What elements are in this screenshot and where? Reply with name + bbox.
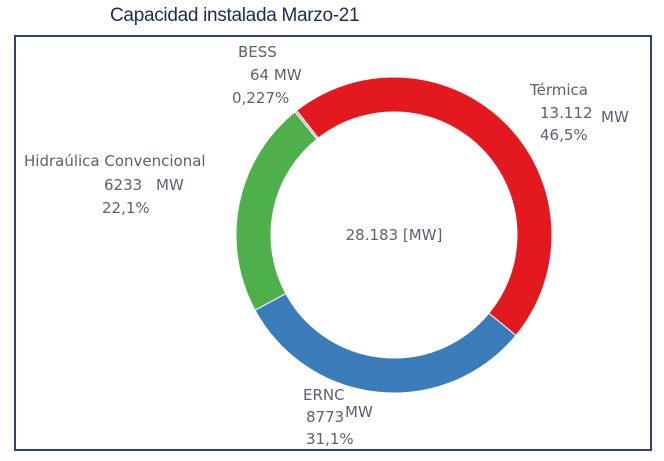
- slice-bess: [294, 109, 319, 140]
- chart-frame: [14, 35, 652, 451]
- center-total-label: 28.183 [MW]: [346, 226, 443, 244]
- slice-t-rmica: [296, 76, 553, 337]
- label-hidraulica-unit: MW: [156, 176, 184, 194]
- slice-hidra-lica-convencional: [235, 111, 318, 311]
- label-bess-value-unit: 64 MW: [250, 66, 302, 84]
- label-termica-value: 13.112: [540, 104, 593, 122]
- label-ernc-percent: 31,1%: [306, 430, 354, 448]
- label-ernc-unit: MW: [345, 403, 373, 421]
- slice-ernc: [254, 292, 517, 394]
- label-termica-unit: MW: [601, 108, 629, 126]
- label-ernc-name: ERNC: [303, 386, 345, 404]
- label-bess-name: BESS: [238, 43, 277, 61]
- label-hidraulica-value: 6233: [104, 176, 142, 194]
- label-hidraulica-name: Hidraúlica Convencional: [24, 152, 206, 170]
- donut-slices: [235, 76, 553, 394]
- label-ernc-value: 8773: [306, 408, 344, 426]
- label-termica-percent: 46,5%: [540, 126, 588, 144]
- chart-title: Capacidad instalada Marzo-21: [110, 5, 360, 26]
- label-termica-name: Térmica: [529, 81, 588, 99]
- label-hidraulica-percent: 22,1%: [102, 199, 150, 217]
- label-bess-percent: 0,227%: [232, 89, 289, 107]
